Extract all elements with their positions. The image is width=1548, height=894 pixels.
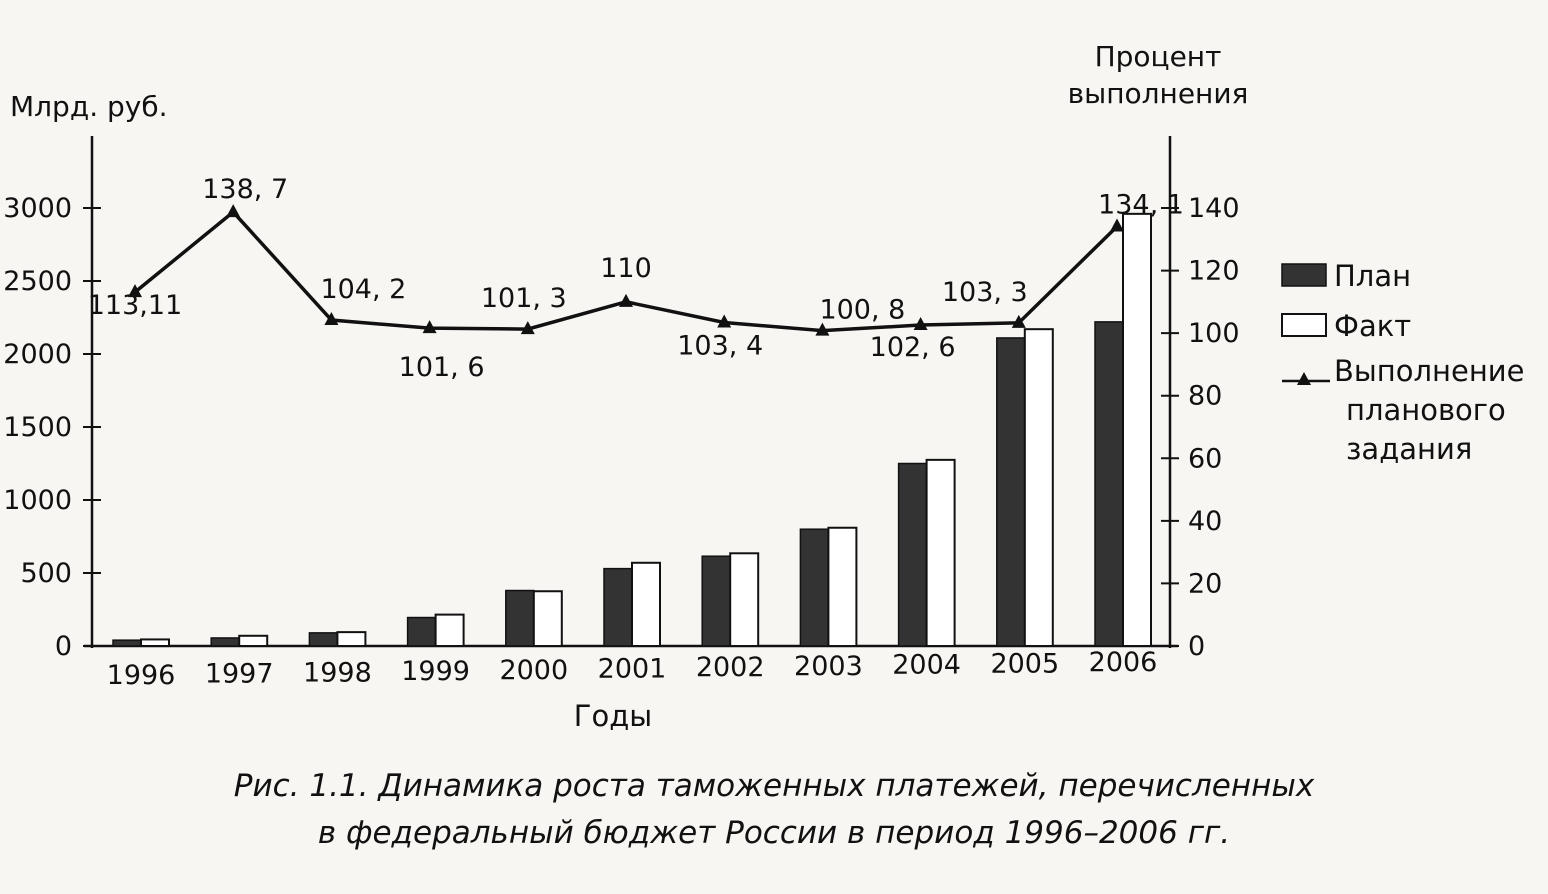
right-axis-label: выполнения — [1068, 77, 1249, 110]
line-data-label: 103, 3 — [942, 277, 1028, 308]
line-marker — [422, 320, 437, 334]
bar-fact — [140, 638, 170, 647]
right-tick-label: 140 — [1188, 193, 1240, 224]
left-tick-label: 500 — [20, 558, 72, 589]
bar-fact — [631, 561, 661, 648]
bar-plan — [406, 616, 437, 647]
bar-plan — [701, 555, 731, 647]
x-tick-label: 2005 — [990, 648, 1059, 679]
bar-fact — [434, 613, 465, 647]
line-marker — [1110, 218, 1124, 232]
left-axis-label: Млрд. руб. — [10, 90, 168, 123]
line-marker — [815, 322, 830, 336]
line-data-label: 101, 6 — [399, 352, 485, 383]
caption-line-2: в федеральный бюджет России в период 199… — [317, 815, 1231, 851]
right-tick-label: 60 — [1188, 443, 1222, 474]
legend-label-plan: План — [1334, 259, 1411, 293]
bar-fact — [729, 552, 760, 647]
right-axis-label: Процент — [1095, 40, 1222, 73]
bar-plan — [308, 632, 339, 647]
x-tick-label: 1998 — [303, 657, 372, 688]
line-data-label: 100, 8 — [819, 295, 905, 326]
line-data-label: 102, 6 — [870, 332, 956, 363]
left-tick-label: 0 — [55, 631, 72, 662]
chart: 0 500 1000 1500 2000 2500 3000 0 20 40 60 80 100 120 1… — [3, 40, 1524, 733]
legend-label-fulfillment: планового — [1346, 393, 1506, 427]
x-tick-label: 1996 — [107, 660, 176, 691]
line-marker — [128, 284, 142, 298]
left-tick-label: 1000 — [3, 485, 72, 516]
x-axis-label: Годы — [574, 699, 652, 733]
bar-fact — [1023, 328, 1054, 647]
caption-line-1: Рис. 1.1. Динамика роста таможенных плат… — [233, 768, 1315, 804]
right-tick-label: 120 — [1188, 256, 1240, 287]
x-tick-label: 2001 — [598, 654, 667, 685]
line-marker — [226, 204, 241, 218]
right-tick-label: 0 — [1188, 631, 1205, 662]
x-tick-label: 2006 — [1089, 647, 1158, 678]
line-marker — [324, 312, 339, 326]
legend-swatch-plan — [1281, 263, 1327, 287]
bar-fact — [925, 458, 956, 647]
legend-label-fulfillment: Выполнение — [1334, 354, 1524, 388]
line-marker — [520, 321, 535, 335]
x-tick-label: 2003 — [794, 651, 863, 682]
line-data-label: 134, 1 — [1098, 189, 1184, 220]
bar-fact — [1122, 212, 1152, 647]
right-tick-label: 20 — [1188, 568, 1222, 599]
bar-plan — [210, 637, 240, 647]
line-data-label: 104, 2 — [320, 274, 406, 305]
bar-plan — [799, 528, 830, 647]
bar-fact — [336, 631, 367, 648]
bar-fact — [238, 634, 269, 648]
legend-marker-fulfillment — [1297, 372, 1311, 385]
bar-plan — [112, 639, 142, 647]
legend-swatch-fact — [1281, 313, 1327, 337]
left-tick-label: 2500 — [3, 266, 72, 297]
bar-fact — [532, 590, 563, 647]
left-tick-label: 1500 — [3, 412, 72, 443]
bar-plan — [603, 567, 633, 647]
right-tick-label: 100 — [1188, 318, 1240, 349]
line-marker — [1011, 314, 1026, 328]
line-marker — [913, 317, 928, 331]
legend-label-fact: Факт — [1334, 309, 1411, 343]
x-tick-label: 1999 — [401, 656, 470, 687]
line-data-label: 138, 7 — [202, 174, 288, 205]
bar-plan — [996, 337, 1026, 647]
bar-plan — [505, 589, 535, 647]
line-data-label: 113,11 — [88, 290, 182, 321]
left-tick-label: 2000 — [3, 339, 72, 370]
x-tick-label: 2000 — [499, 655, 568, 686]
line-marker — [717, 314, 732, 328]
line-data-label: 103, 4 — [677, 331, 763, 362]
right-tick-label: 40 — [1188, 506, 1222, 537]
x-tick-label: 2002 — [696, 652, 765, 683]
left-tick-label: 3000 — [3, 193, 72, 224]
bar-fact — [827, 526, 858, 647]
x-tick-label: 1997 — [205, 659, 274, 690]
bar-plan — [897, 462, 928, 647]
line-data-label: 101, 3 — [481, 283, 567, 314]
legend-label-fulfillment: задания — [1346, 432, 1472, 466]
x-tick-label: 2004 — [892, 650, 961, 681]
right-tick-label: 80 — [1188, 381, 1222, 412]
line-marker — [619, 293, 633, 307]
bar-plan — [1094, 321, 1124, 647]
line-data-label: 110 — [600, 253, 652, 284]
